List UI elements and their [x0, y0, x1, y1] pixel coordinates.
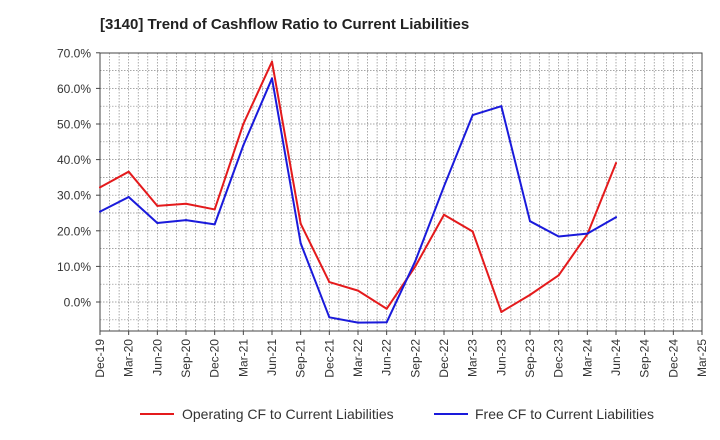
- data-point-operating-cf-to-current-liabilities: [357, 289, 359, 292]
- x-tick-label: Dec-22: [437, 339, 451, 378]
- chart-title: [3140] Trend of Cashflow Ratio to Curren…: [100, 16, 470, 33]
- plot-area: [100, 53, 702, 331]
- y-tick-label: 0.0%: [64, 296, 92, 310]
- x-tick-label: Dec-19: [93, 339, 107, 378]
- data-point-free-cf-to-current-liabilities: [615, 216, 617, 219]
- x-tick-label: Sep-21: [294, 339, 308, 378]
- data-point-operating-cf-to-current-liabilities: [529, 293, 531, 296]
- data-point-free-cf-to-current-liabilities: [242, 144, 245, 147]
- data-point-operating-cf-to-current-liabilities: [127, 170, 130, 173]
- data-point-free-cf-to-current-liabilities: [357, 321, 359, 324]
- data-point-free-cf-to-current-liabilities: [156, 221, 159, 224]
- x-tick-label: Jun-24: [609, 339, 623, 376]
- x-tick-label: Mar-20: [122, 339, 136, 377]
- data-point-operating-cf-to-current-liabilities: [185, 202, 187, 205]
- x-tick-label: Sep-24: [638, 339, 652, 378]
- x-tick-label: Mar-24: [580, 339, 594, 377]
- x-tick-label: Jun-20: [150, 339, 164, 376]
- data-point-operating-cf-to-current-liabilities: [213, 208, 216, 211]
- x-tick-label: Dec-20: [208, 339, 222, 378]
- data-point-operating-cf-to-current-liabilities: [299, 222, 302, 225]
- data-point-operating-cf-to-current-liabilities: [385, 307, 388, 310]
- data-point-operating-cf-to-current-liabilities: [156, 204, 159, 207]
- data-point-free-cf-to-current-liabilities: [185, 219, 187, 222]
- data-point-free-cf-to-current-liabilities: [271, 77, 273, 80]
- data-point-free-cf-to-current-liabilities: [385, 321, 388, 324]
- x-tick-label: Mar-23: [466, 339, 480, 377]
- x-tick-label: Mar-22: [351, 339, 365, 377]
- y-tick-label: 70.0%: [57, 46, 91, 60]
- data-point-operating-cf-to-current-liabilities: [557, 274, 560, 277]
- y-tick-label: 20.0%: [57, 224, 91, 238]
- data-point-operating-cf-to-current-liabilities: [99, 186, 101, 189]
- data-point-free-cf-to-current-liabilities: [414, 260, 417, 263]
- data-point-free-cf-to-current-liabilities: [529, 220, 531, 223]
- x-tick-label: Sep-22: [408, 339, 422, 378]
- x-tick-label: Jun-21: [265, 339, 279, 376]
- data-point-operating-cf-to-current-liabilities: [328, 281, 331, 284]
- data-point-free-cf-to-current-liabilities: [328, 316, 331, 319]
- x-tick-label: Dec-24: [666, 339, 680, 378]
- y-tick-label: 60.0%: [57, 82, 91, 96]
- data-point-operating-cf-to-current-liabilities: [443, 213, 445, 216]
- data-point-operating-cf-to-current-liabilities: [471, 230, 474, 233]
- y-tick-label: 10.0%: [57, 260, 91, 274]
- data-point-operating-cf-to-current-liabilities: [414, 265, 417, 268]
- data-point-free-cf-to-current-liabilities: [586, 232, 589, 235]
- x-tick-label: Mar-21: [236, 339, 250, 377]
- data-point-free-cf-to-current-liabilities: [127, 195, 130, 198]
- y-tick-label: 50.0%: [57, 118, 91, 132]
- data-point-operating-cf-to-current-liabilities: [271, 60, 273, 63]
- x-tick-label: Sep-20: [179, 339, 193, 378]
- data-point-free-cf-to-current-liabilities: [99, 210, 101, 213]
- x-tick-label: Dec-23: [552, 339, 566, 378]
- y-tick-label: 30.0%: [57, 189, 91, 203]
- data-point-free-cf-to-current-liabilities: [557, 235, 560, 238]
- legend-label: Operating CF to Current Liabilities: [182, 406, 394, 422]
- data-point-operating-cf-to-current-liabilities: [615, 162, 617, 165]
- y-tick-label: 40.0%: [57, 153, 91, 167]
- x-tick-label: Jun-23: [494, 339, 508, 376]
- data-point-operating-cf-to-current-liabilities: [242, 123, 245, 125]
- data-point-free-cf-to-current-liabilities: [299, 242, 302, 245]
- legend-label: Free CF to Current Liabilities: [475, 406, 654, 422]
- x-tick-label: Jun-22: [380, 339, 394, 376]
- data-point-free-cf-to-current-liabilities: [471, 114, 474, 117]
- data-point-free-cf-to-current-liabilities: [443, 185, 445, 188]
- data-point-free-cf-to-current-liabilities: [500, 105, 503, 108]
- data-point-free-cf-to-current-liabilities: [213, 223, 216, 226]
- x-tick-label: Sep-23: [523, 339, 537, 378]
- plot-border: [99, 52, 703, 332]
- x-tick-label: Dec-21: [322, 339, 336, 378]
- x-tick-label: Mar-25: [695, 339, 709, 377]
- data-point-operating-cf-to-current-liabilities: [500, 310, 503, 313]
